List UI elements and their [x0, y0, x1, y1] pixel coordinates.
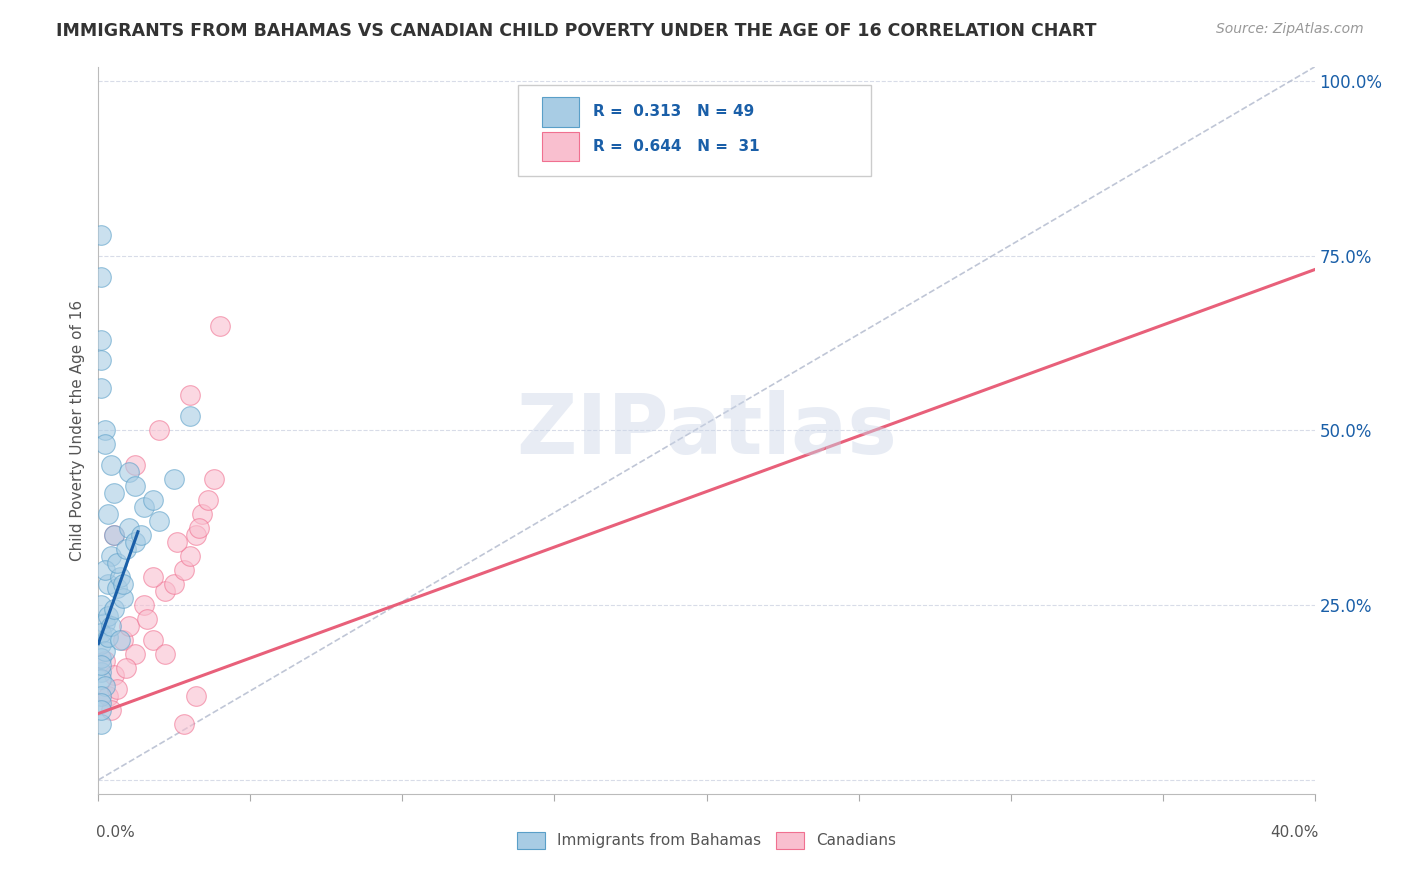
- Point: [187, 521, 209, 535]
- Point: [209, 318, 232, 333]
- Point: [118, 466, 141, 480]
- Point: [96, 577, 118, 591]
- Point: [142, 633, 165, 648]
- Point: [118, 619, 141, 633]
- Point: [96, 608, 118, 623]
- FancyBboxPatch shape: [543, 132, 579, 161]
- Point: [90, 598, 112, 612]
- Text: ZIPatlas: ZIPatlas: [516, 390, 897, 471]
- Point: [132, 598, 155, 612]
- Point: [93, 563, 115, 577]
- Legend: Immigrants from Bahamas, Canadians: Immigrants from Bahamas, Canadians: [510, 825, 903, 855]
- Point: [163, 472, 186, 486]
- Point: [132, 500, 155, 515]
- Point: [197, 493, 219, 508]
- Point: [184, 689, 207, 703]
- Point: [108, 633, 131, 648]
- Point: [191, 508, 214, 522]
- FancyBboxPatch shape: [517, 85, 870, 176]
- Point: [90, 650, 112, 665]
- FancyBboxPatch shape: [543, 97, 579, 127]
- Point: [103, 528, 125, 542]
- Point: [124, 458, 146, 473]
- Point: [142, 493, 165, 508]
- Point: [90, 689, 112, 703]
- Point: [179, 388, 201, 402]
- Point: [105, 556, 128, 570]
- Point: [179, 409, 201, 424]
- Point: [155, 647, 177, 661]
- Point: [93, 437, 115, 451]
- Point: [173, 717, 195, 731]
- Text: IMMIGRANTS FROM BAHAMAS VS CANADIAN CHILD POVERTY UNDER THE AGE OF 16 CORRELATIO: IMMIGRANTS FROM BAHAMAS VS CANADIAN CHIL…: [56, 22, 1097, 40]
- Point: [90, 665, 112, 679]
- Point: [105, 581, 128, 595]
- Point: [90, 657, 112, 672]
- Point: [105, 681, 128, 696]
- Point: [111, 591, 134, 606]
- Point: [114, 661, 136, 675]
- Point: [166, 535, 188, 549]
- Point: [136, 612, 159, 626]
- Point: [90, 227, 112, 242]
- Point: [118, 521, 141, 535]
- Text: R =  0.313   N = 49: R = 0.313 N = 49: [593, 104, 755, 120]
- Point: [163, 577, 186, 591]
- Point: [103, 601, 125, 615]
- Point: [124, 647, 146, 661]
- Point: [90, 696, 112, 710]
- Point: [173, 563, 195, 577]
- Point: [93, 679, 115, 693]
- Point: [202, 472, 225, 486]
- Point: [103, 528, 125, 542]
- Text: Source: ZipAtlas.com: Source: ZipAtlas.com: [1216, 22, 1364, 37]
- Point: [148, 514, 170, 528]
- Point: [129, 528, 152, 542]
- Point: [184, 528, 207, 542]
- Point: [114, 542, 136, 557]
- Point: [100, 458, 122, 473]
- Text: 0.0%: 0.0%: [96, 825, 135, 840]
- Point: [103, 668, 125, 682]
- Point: [90, 381, 112, 395]
- Point: [90, 353, 112, 368]
- Point: [93, 424, 115, 438]
- Point: [155, 584, 177, 599]
- Point: [124, 479, 146, 493]
- Point: [100, 703, 122, 717]
- Point: [111, 633, 134, 648]
- Point: [103, 486, 125, 500]
- Point: [96, 630, 118, 644]
- Point: [100, 549, 122, 564]
- Point: [142, 570, 165, 584]
- Point: [100, 619, 122, 633]
- Point: [90, 672, 112, 686]
- Point: [90, 637, 112, 651]
- Point: [148, 424, 170, 438]
- Point: [90, 269, 112, 284]
- Text: R =  0.644   N =  31: R = 0.644 N = 31: [593, 139, 761, 154]
- Point: [90, 626, 112, 640]
- Point: [96, 508, 118, 522]
- Point: [108, 570, 131, 584]
- Point: [93, 643, 115, 657]
- Y-axis label: Child Poverty Under the Age of 16: Child Poverty Under the Age of 16: [69, 300, 84, 561]
- Point: [179, 549, 201, 564]
- Point: [90, 703, 112, 717]
- Point: [90, 333, 112, 347]
- Point: [111, 577, 134, 591]
- Point: [124, 535, 146, 549]
- Point: [96, 689, 118, 703]
- Point: [93, 654, 115, 668]
- Point: [93, 615, 115, 630]
- Text: 40.0%: 40.0%: [1271, 825, 1319, 840]
- Point: [90, 717, 112, 731]
